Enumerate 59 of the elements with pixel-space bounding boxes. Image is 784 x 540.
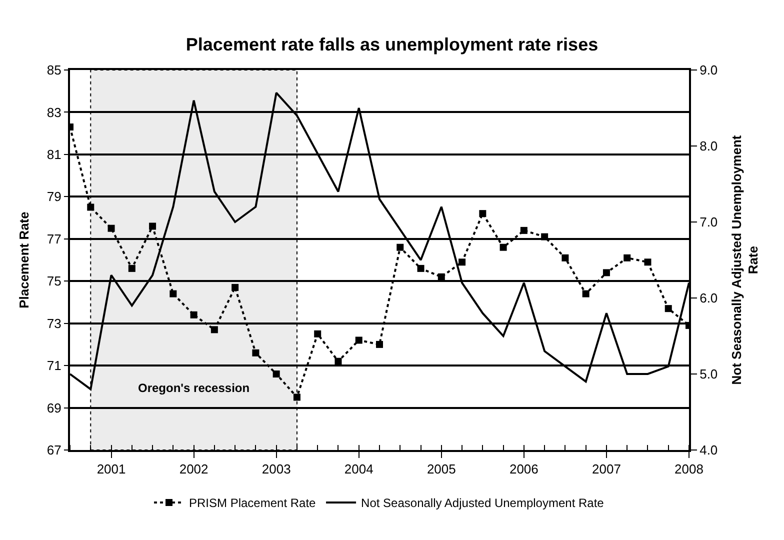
- point: [210, 326, 218, 334]
- y-axis-title: Placement Rate: [16, 212, 32, 308]
- point: [170, 290, 177, 298]
- x-tick-label: 2001: [96, 462, 126, 477]
- point: [479, 210, 486, 218]
- point: [602, 269, 610, 276]
- point: [293, 394, 300, 401]
- point: [438, 273, 445, 280]
- y2-tick-label: 8.0: [700, 138, 718, 154]
- point: [664, 305, 672, 312]
- y-tick-label: 75: [46, 274, 62, 289]
- y2-tick-label: 7.0: [700, 214, 718, 230]
- point: [334, 358, 342, 365]
- y-tick-label: 79: [46, 189, 62, 204]
- point: [417, 264, 424, 272]
- point: [500, 244, 507, 251]
- y2-tick-label: 9.0: [700, 62, 718, 78]
- band-label: Oregon's recession: [138, 381, 250, 395]
- y-tick-label: 73: [46, 316, 62, 331]
- point: [232, 284, 239, 291]
- y-tick-label: 71: [46, 358, 62, 374]
- x-tick-label: 2008: [674, 462, 704, 477]
- point: [624, 254, 631, 262]
- x-tick-label: 2005: [426, 462, 456, 477]
- y-tick-label: 77: [46, 231, 62, 246]
- y2-axis-title: Not Seasonally Adjusted Unemployment Rate: [728, 134, 761, 385]
- point: [582, 290, 590, 298]
- point: [128, 264, 136, 272]
- y-tick-label: 83: [46, 104, 62, 120]
- legend-label: PRISM Placement Rate: [189, 496, 316, 510]
- point: [252, 349, 260, 356]
- point: [396, 244, 404, 251]
- legend-label: Not Seasonally Adjusted Unemployment Rate: [361, 496, 604, 510]
- point: [272, 370, 280, 378]
- point: [541, 233, 548, 240]
- point: [314, 330, 322, 338]
- chart-title: Placement rate falls as unemployment rate rises: [186, 34, 598, 54]
- y2-tick-label: 5.0: [700, 366, 718, 382]
- point: [562, 254, 569, 262]
- point: [87, 204, 94, 211]
- x-tick-label: 2006: [509, 462, 538, 477]
- point: [190, 311, 198, 318]
- x-tick-label: 2007: [592, 462, 621, 477]
- y-tick-label: 85: [46, 62, 62, 78]
- y2-tick-label: 4.0: [700, 442, 718, 458]
- x-tick-label: 2003: [262, 462, 291, 477]
- x-tick-label: 2002: [179, 462, 208, 477]
- x-tick-label: 2004: [344, 462, 374, 477]
- point: [355, 336, 362, 344]
- point: [108, 224, 115, 232]
- point: [644, 258, 652, 266]
- y-tick-label: 69: [46, 400, 62, 416]
- point: [376, 340, 383, 348]
- point: [520, 226, 528, 234]
- y-tick-label: 67: [46, 442, 62, 458]
- point: [458, 258, 466, 266]
- point: [149, 222, 156, 230]
- y-tick-label: 81: [46, 146, 62, 162]
- y2-tick-label: 6.0: [700, 290, 718, 306]
